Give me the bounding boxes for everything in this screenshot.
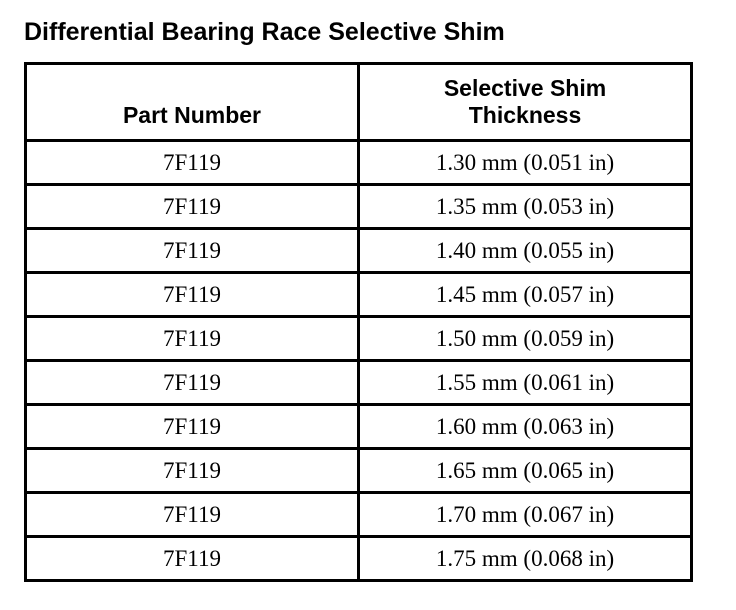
part-number-cell: 7F119 <box>24 183 360 230</box>
shim-thickness-cell: 1.30 mm (0.051 in) <box>357 139 693 186</box>
part-number-cell: 7F119 <box>24 227 360 274</box>
column-header-part-number: Part Number <box>24 62 360 142</box>
shim-table: Part Number Selective Shim Thickness 7F1… <box>24 62 693 582</box>
shim-thickness-cell: 1.65 mm (0.065 in) <box>357 447 693 494</box>
header-row: Part Number Selective Shim Thickness <box>24 62 693 142</box>
shim-thickness-cell: 1.45 mm (0.057 in) <box>357 271 693 318</box>
table-body: 7F119 1.30 mm (0.051 in) 7F119 1.35 mm (0.0… <box>24 139 693 582</box>
table-row: 7F119 1.70 mm (0.067 in) <box>24 491 693 538</box>
table-row: 7F119 1.65 mm (0.065 in) <box>24 447 693 494</box>
shim-thickness-cell: 1.55 mm (0.061 in) <box>357 359 693 406</box>
table-row: 7F119 1.35 mm (0.053 in) <box>24 183 693 230</box>
table-row: 7F119 1.60 mm (0.063 in) <box>24 403 693 450</box>
column-header-part-number-label: Part Number <box>122 102 262 129</box>
part-number-cell: 7F119 <box>24 403 360 450</box>
part-number-cell: 7F119 <box>24 139 360 186</box>
part-number-cell: 7F119 <box>24 315 360 362</box>
part-number-cell: 7F119 <box>24 271 360 318</box>
column-header-shim-thickness-label: Selective Shim Thickness <box>443 74 607 129</box>
shim-thickness-cell: 1.60 mm (0.063 in) <box>357 403 693 450</box>
table-row: 7F119 1.75 mm (0.068 in) <box>24 535 693 582</box>
part-number-cell: 7F119 <box>24 491 360 538</box>
shim-thickness-cell: 1.70 mm (0.067 in) <box>357 491 693 538</box>
shim-thickness-cell: 1.50 mm (0.059 in) <box>357 315 693 362</box>
part-number-cell: 7F119 <box>24 359 360 406</box>
column-header-shim-thickness: Selective Shim Thickness <box>357 62 693 142</box>
table-row: 7F119 1.30 mm (0.051 in) <box>24 139 693 186</box>
shim-thickness-cell: 1.40 mm (0.055 in) <box>357 227 693 274</box>
page: Differential Bearing Race Selective Shim… <box>24 18 693 582</box>
shim-thickness-cell: 1.35 mm (0.053 in) <box>357 183 693 230</box>
table-row: 7F119 1.55 mm (0.061 in) <box>24 359 693 406</box>
shim-thickness-cell: 1.75 mm (0.068 in) <box>357 535 693 582</box>
page-title: Differential Bearing Race Selective Shim <box>24 18 505 46</box>
part-number-cell: 7F119 <box>24 535 360 582</box>
part-number-cell: 7F119 <box>24 447 360 494</box>
table-row: 7F119 1.50 mm (0.059 in) <box>24 315 693 362</box>
table-row: 7F119 1.40 mm (0.055 in) <box>24 227 693 274</box>
table-row: 7F119 1.45 mm (0.057 in) <box>24 271 693 318</box>
